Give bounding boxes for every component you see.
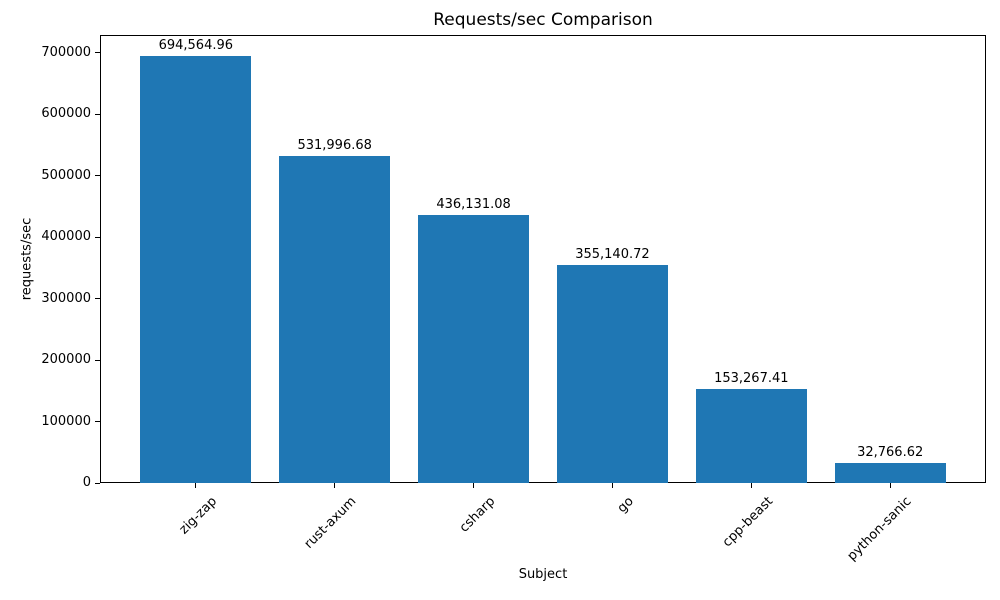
bar	[140, 56, 252, 483]
bar-value-label: 32,766.62	[857, 444, 924, 460]
x-axis-label: Subject	[518, 567, 568, 582]
y-tick-label: 300000	[41, 290, 91, 306]
y-tick-mark	[95, 482, 100, 484]
x-tick-mark	[889, 483, 891, 488]
y-tick-label: 100000	[41, 413, 91, 429]
x-tick-label-text: rust-axum	[301, 494, 360, 552]
y-tick-mark	[95, 113, 100, 115]
x-tick-label-text: csharp	[456, 494, 499, 536]
y-tick-mark	[95, 175, 100, 177]
chart-title: Requests/sec Comparison	[433, 10, 653, 30]
x-tick-label-text: zig-zap	[176, 494, 221, 538]
x-tick-label-text: cpp-beast	[719, 494, 776, 551]
y-tick-label: 600000	[41, 106, 91, 122]
bar	[418, 215, 530, 483]
y-tick-label: 200000	[41, 352, 91, 368]
bar	[834, 462, 946, 483]
x-tick-mark	[195, 483, 197, 488]
y-tick-mark	[95, 298, 100, 300]
bar-value-label: 694,564.96	[158, 38, 234, 54]
y-tick-label: 0	[82, 475, 91, 490]
x-tick-mark	[334, 483, 336, 488]
y-tick-mark	[95, 359, 100, 361]
bar-value-label: 153,267.41	[714, 370, 789, 386]
bar-value-label: 436,131.08	[436, 197, 511, 213]
x-tick-mark	[750, 483, 752, 488]
y-tick-mark	[95, 421, 100, 423]
y-tick-label: 700000	[41, 44, 91, 60]
x-tick-label-text: python-sanic	[844, 494, 915, 564]
bar-value-label: 531,996.68	[297, 138, 372, 154]
bar-value-label: 355,140.72	[575, 246, 650, 262]
bar	[695, 388, 807, 483]
y-tick-label: 500000	[41, 167, 91, 183]
x-tick-mark	[611, 483, 613, 488]
y-tick-mark	[95, 236, 100, 238]
bar	[556, 264, 668, 483]
y-tick-label: 400000	[41, 229, 91, 245]
y-tick-mark	[95, 52, 100, 54]
x-tick-mark	[473, 483, 475, 488]
bar	[279, 156, 391, 483]
x-tick-label-text: go	[614, 494, 638, 517]
